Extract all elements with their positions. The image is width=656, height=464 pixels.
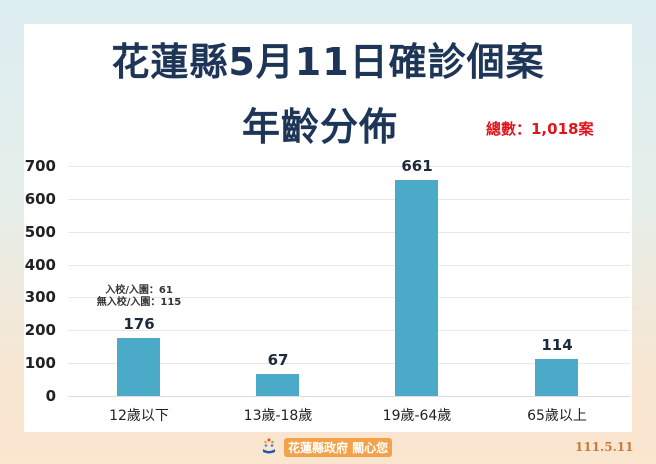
gridline [68,265,630,266]
x-label: 19歲-64歲 [382,408,452,424]
y-tick-100: 100 [24,354,56,372]
footer-date: 111.5.11 [575,440,634,454]
value-label: 67 [267,351,289,369]
bar-19-64 [395,180,438,396]
gridline [68,166,630,167]
gridline [68,297,630,298]
x-label: 65歲以上 [527,408,587,424]
chart-subtitle: 年齡分佈 [241,105,398,149]
y-tick-600: 600 [24,190,56,208]
bar-13-18 [256,374,299,396]
bar-under-12 [117,338,160,396]
y-tick-200: 200 [24,321,56,339]
x-label: 12歲以下 [109,408,169,424]
annotation-enrolled: 入校/入園：61 [105,285,173,296]
y-tick-700: 700 [24,157,56,175]
gridline [68,363,630,364]
value-label: 114 [541,336,573,354]
x-label: 13歲-18歲 [243,408,313,424]
annotation-not-enrolled: 無入校/入園：115 [96,297,182,308]
hualien-county-logo-icon [262,437,276,457]
chart-title: 花蓮縣5月11日確診個案 [111,40,545,84]
value-label: 176 [123,315,155,333]
total-count: 總數：1,018案 [486,120,594,138]
x-axis-baseline [68,396,630,397]
gridline [68,232,630,233]
value-label: 661 [401,157,433,175]
y-tick-500: 500 [24,223,56,241]
footer-slogan: 花蓮縣政府 關心您 [284,438,393,457]
y-tick-400: 400 [24,256,56,274]
y-tick-0: 0 [45,387,56,405]
gridline [68,199,630,200]
y-tick-300: 300 [24,288,56,306]
gridline [68,330,630,331]
bar-65-plus [535,359,578,396]
